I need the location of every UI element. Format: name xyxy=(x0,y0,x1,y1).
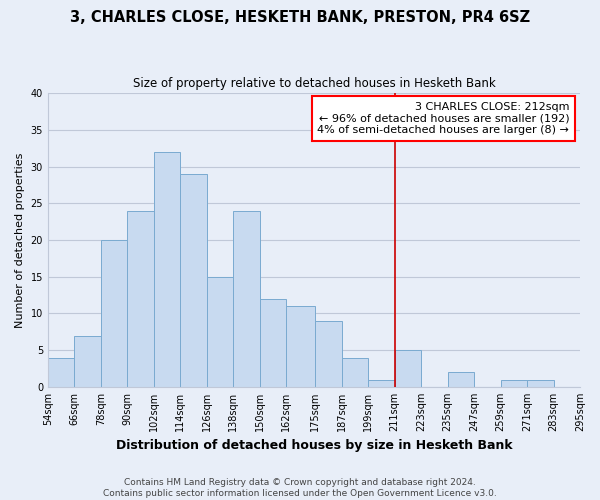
Bar xyxy=(207,276,233,387)
Bar xyxy=(448,372,474,387)
Bar xyxy=(395,350,421,387)
Bar xyxy=(500,380,527,387)
X-axis label: Distribution of detached houses by size in Hesketh Bank: Distribution of detached houses by size … xyxy=(116,440,512,452)
Bar xyxy=(341,358,368,387)
Title: Size of property relative to detached houses in Hesketh Bank: Size of property relative to detached ho… xyxy=(133,78,496,90)
Text: 3 CHARLES CLOSE: 212sqm
← 96% of detached houses are smaller (192)
4% of semi-de: 3 CHARLES CLOSE: 212sqm ← 96% of detache… xyxy=(317,102,569,135)
Bar xyxy=(74,336,101,387)
Bar xyxy=(286,306,315,387)
Bar xyxy=(101,240,127,387)
Bar xyxy=(48,358,74,387)
Y-axis label: Number of detached properties: Number of detached properties xyxy=(15,152,25,328)
Text: 3, CHARLES CLOSE, HESKETH BANK, PRESTON, PR4 6SZ: 3, CHARLES CLOSE, HESKETH BANK, PRESTON,… xyxy=(70,10,530,25)
Bar xyxy=(260,299,286,387)
Bar xyxy=(368,380,395,387)
Bar xyxy=(181,174,207,387)
Bar xyxy=(154,152,181,387)
Text: Contains HM Land Registry data © Crown copyright and database right 2024.
Contai: Contains HM Land Registry data © Crown c… xyxy=(103,478,497,498)
Bar xyxy=(127,210,154,387)
Bar xyxy=(527,380,554,387)
Bar xyxy=(315,321,341,387)
Bar xyxy=(233,210,260,387)
